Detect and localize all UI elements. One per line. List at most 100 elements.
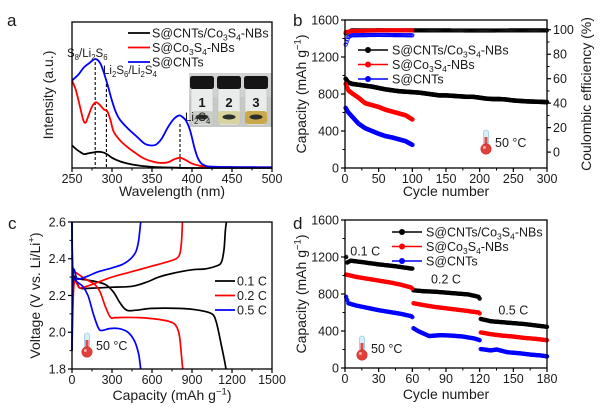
text-part: S [145, 65, 153, 77]
legend-entry: S@Co3​S4​-NBs [128, 41, 235, 57]
text-part: S@CNTs/Co [426, 225, 497, 239]
panel-label-c: c [8, 214, 17, 233]
data-point [410, 117, 415, 122]
legend-marker [399, 258, 405, 264]
x-tick-label: 0 [342, 172, 349, 186]
x-tick-label: 150 [503, 372, 524, 386]
data-point [477, 296, 482, 301]
legend-marker [365, 76, 371, 82]
text-part: Li [185, 112, 194, 124]
legend-label: S@CNTs/Co3​S4​-NBs [152, 26, 269, 42]
y-axis-label: Voltage (V vs. Li/Li+​) [27, 232, 43, 358]
x-tick-label: 200 [469, 172, 490, 186]
text-part: 4 [476, 49, 481, 59]
text-part: 4 [153, 70, 158, 79]
text-part: 3 [429, 64, 434, 74]
annotation-label: Li2​S6​/Li2​S4​ [103, 65, 158, 79]
text-part: 4 [236, 32, 241, 42]
text-part: /Li [79, 48, 91, 60]
text-part: -NBs [207, 41, 235, 55]
legend-entry: 0.1 C [215, 274, 267, 288]
x-tick-label: 350 [142, 172, 163, 186]
thermometer-mercury [85, 340, 89, 350]
text-part: -NBs [447, 58, 475, 72]
legend-label: S@CNTs [392, 72, 444, 86]
text-part: -NBs [515, 225, 543, 239]
y-tick-label: 60 [553, 72, 567, 86]
thermometer-mercury [360, 343, 364, 353]
data-point [343, 42, 348, 47]
y-tick-label: 2.6 [49, 215, 66, 229]
text-part: Capacity (mAh g [293, 50, 309, 153]
vial-pellet [222, 114, 236, 120]
vial-pellet [249, 114, 263, 120]
legend-label: S@Co3​S4​-NBs [392, 58, 475, 74]
text-part: 3 [463, 49, 468, 59]
vial-3: 3 [244, 76, 268, 126]
text-part: ) [293, 34, 309, 39]
vial-cap [244, 76, 268, 89]
legend-marker [365, 47, 371, 53]
legend-label: 0.1 C [237, 274, 267, 288]
y-tick-label: 2.4 [49, 252, 66, 266]
legend-entry: S@Co3​S4​-NBs [358, 58, 475, 74]
text-part: S@CNTs [152, 55, 204, 69]
y-tick-label: 0 [332, 161, 339, 175]
thermometer-mercury [484, 137, 488, 147]
legend-entry: 0.5 C [215, 303, 267, 317]
text-part: S [67, 48, 75, 60]
legend-entry: S@CNTs [128, 55, 204, 69]
text-part: 3 [463, 246, 468, 256]
text-part: -NBs [481, 240, 509, 254]
text-part: 0.1 C [237, 274, 267, 288]
text-part: 3 [189, 47, 194, 57]
x-tick-label: 900 [182, 373, 203, 387]
x-tick-label: 180 [537, 372, 558, 386]
legend-label: S@CNTs/Co3​S4​-NBs [426, 225, 543, 241]
vial-number: 3 [252, 95, 259, 110]
text-part: 2 [141, 70, 145, 79]
x-tick-label: 250 [503, 172, 524, 186]
text-part: ) [27, 232, 43, 237]
text-part: S@Co [426, 240, 463, 254]
temperature-label: 50 °C [495, 136, 526, 150]
legend-entry: S@CNTs [358, 72, 444, 86]
text-part: 8 [75, 53, 79, 62]
text-part: S [468, 43, 476, 57]
thermometer-bulb [356, 349, 368, 361]
text-part: -NBs [241, 26, 269, 40]
text-part: S@Co [392, 58, 429, 72]
y-tick-label: 1.8 [49, 362, 66, 376]
thermometer-icon [81, 332, 93, 358]
data-point [345, 37, 350, 42]
x-axis-label: Wavelength (nm) [119, 183, 225, 199]
legend-label: S@CNTs [152, 55, 204, 69]
thermometer-highlight [482, 146, 486, 149]
x-tick-label: 450 [222, 172, 243, 186]
legend-label: S@CNTs [426, 254, 478, 268]
x-tick-label: 300 [537, 172, 558, 186]
thermometer-bulb [81, 346, 93, 358]
vial-number: 1 [198, 95, 205, 110]
text-part: −1 [216, 387, 227, 398]
y-tick-label: 1600 [311, 213, 339, 227]
text-part: 2 [112, 70, 116, 79]
capacity-series-S@CNTs/Co3S4-NBs [343, 76, 550, 105]
x-tick-label: 400 [182, 172, 203, 186]
text-part: 6 [103, 53, 107, 62]
rate-label: 0.5 C [498, 303, 528, 317]
charge-curve-0.5 C [71, 221, 142, 351]
y-tick-label: 20 [553, 121, 567, 135]
legend-entry: S@CNTs [392, 254, 478, 268]
thermometer-highlight [83, 349, 87, 352]
text-part: Li [103, 65, 112, 77]
text-part: ) [227, 387, 232, 403]
annotation-label: S8​/Li2​S6​ [67, 48, 108, 62]
charge-curve-0.1 C [71, 221, 228, 351]
x-tick-label: 1500 [258, 373, 286, 387]
y-tick-label: 40 [553, 96, 567, 110]
capacity-series-S@CNTs [343, 105, 415, 148]
y-tick-label: 1200 [311, 250, 339, 264]
data-point [477, 311, 482, 316]
